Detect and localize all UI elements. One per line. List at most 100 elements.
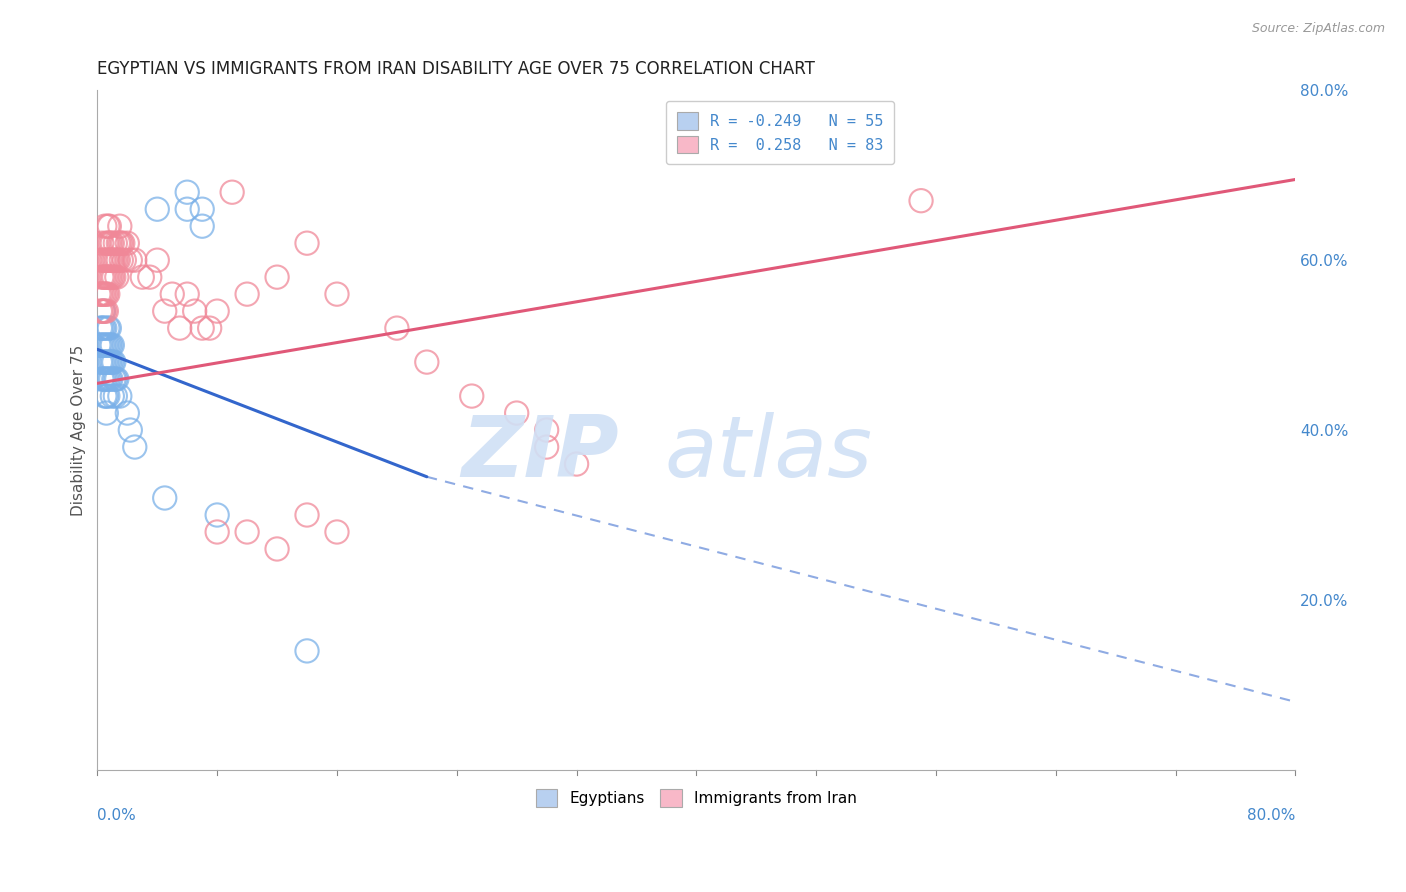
- Text: ZIP: ZIP: [461, 412, 619, 495]
- Point: [90, 270, 112, 285]
- Point: [191, 219, 214, 234]
- Point: [536, 440, 558, 454]
- Point: [94, 270, 117, 285]
- Text: Source: ZipAtlas.com: Source: ZipAtlas.com: [1251, 22, 1385, 36]
- Point: [176, 202, 198, 217]
- Point: [110, 236, 132, 251]
- Point: [93, 372, 115, 386]
- Point: [94, 287, 117, 301]
- Point: [100, 338, 122, 352]
- Point: [94, 253, 117, 268]
- Point: [505, 406, 527, 420]
- Point: [90, 338, 112, 352]
- Point: [295, 508, 318, 522]
- Point: [103, 372, 125, 386]
- Point: [89, 253, 111, 268]
- Point: [101, 338, 124, 352]
- Point: [97, 270, 120, 285]
- Point: [910, 194, 932, 208]
- Point: [104, 236, 127, 251]
- Point: [97, 355, 120, 369]
- Point: [98, 219, 121, 234]
- Point: [416, 355, 439, 369]
- Point: [236, 287, 259, 301]
- Point: [94, 304, 117, 318]
- Point: [221, 185, 243, 199]
- Point: [139, 270, 162, 285]
- Point: [117, 406, 139, 420]
- Point: [90, 236, 112, 251]
- Point: [105, 270, 128, 285]
- Point: [326, 287, 349, 301]
- Point: [108, 389, 131, 403]
- Point: [96, 270, 118, 285]
- Point: [105, 372, 128, 386]
- Point: [94, 219, 117, 234]
- Point: [90, 355, 112, 369]
- Point: [131, 270, 153, 285]
- Point: [93, 304, 115, 318]
- Point: [98, 270, 121, 285]
- Point: [108, 219, 131, 234]
- Point: [90, 304, 112, 318]
- Point: [97, 219, 120, 234]
- Point: [101, 253, 124, 268]
- Point: [236, 524, 259, 539]
- Point: [105, 253, 128, 268]
- Point: [153, 491, 176, 505]
- Point: [98, 236, 121, 251]
- Point: [295, 236, 318, 251]
- Point: [100, 355, 122, 369]
- Y-axis label: Disability Age Over 75: Disability Age Over 75: [72, 344, 86, 516]
- Point: [98, 321, 121, 335]
- Point: [90, 372, 112, 386]
- Point: [565, 457, 588, 471]
- Point: [120, 423, 142, 437]
- Point: [176, 287, 198, 301]
- Point: [176, 185, 198, 199]
- Point: [101, 389, 124, 403]
- Point: [124, 440, 146, 454]
- Point: [93, 287, 115, 301]
- Point: [103, 355, 125, 369]
- Point: [97, 372, 120, 386]
- Point: [96, 406, 118, 420]
- Point: [100, 236, 122, 251]
- Point: [100, 253, 122, 268]
- Point: [183, 304, 205, 318]
- Point: [97, 253, 120, 268]
- Point: [94, 338, 117, 352]
- Point: [93, 338, 115, 352]
- Point: [90, 321, 112, 335]
- Point: [96, 338, 118, 352]
- Point: [103, 270, 125, 285]
- Point: [146, 253, 169, 268]
- Point: [96, 236, 118, 251]
- Point: [100, 270, 122, 285]
- Point: [110, 253, 132, 268]
- Point: [169, 321, 191, 335]
- Point: [111, 236, 134, 251]
- Point: [101, 270, 124, 285]
- Point: [117, 236, 139, 251]
- Point: [89, 304, 111, 318]
- Point: [98, 338, 121, 352]
- Point: [536, 423, 558, 437]
- Point: [104, 372, 127, 386]
- Point: [205, 508, 228, 522]
- Point: [107, 236, 129, 251]
- Point: [98, 355, 121, 369]
- Point: [94, 389, 117, 403]
- Point: [103, 253, 125, 268]
- Point: [198, 321, 221, 335]
- Point: [104, 389, 127, 403]
- Point: [98, 253, 121, 268]
- Text: 0.0%: 0.0%: [97, 808, 136, 823]
- Point: [101, 236, 124, 251]
- Point: [153, 304, 176, 318]
- Point: [191, 321, 214, 335]
- Text: atlas: atlas: [664, 412, 872, 495]
- Point: [104, 253, 127, 268]
- Point: [112, 253, 135, 268]
- Point: [205, 304, 228, 318]
